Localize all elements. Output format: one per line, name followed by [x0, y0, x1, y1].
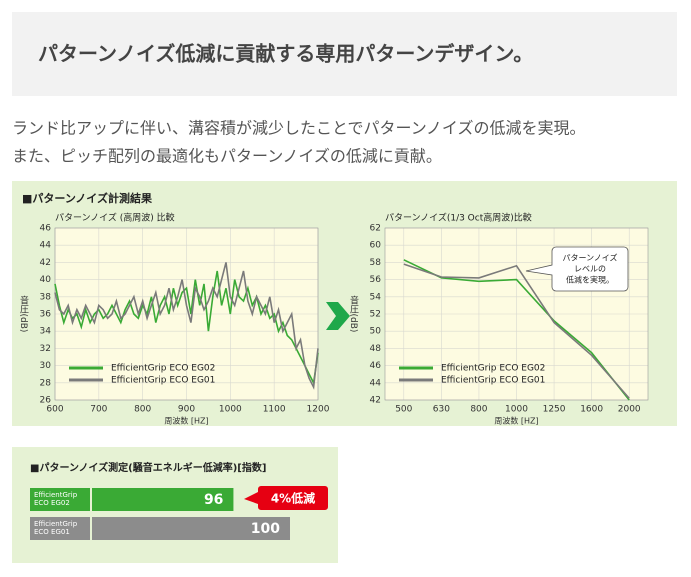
x-tick-label: 1000: [505, 405, 528, 415]
x-axis-label: 周波数 [HZ]: [164, 416, 208, 426]
x-tick-label: 1000: [219, 405, 242, 415]
x-tick-label: 1250: [543, 405, 566, 415]
y-tick-label: 46: [40, 224, 52, 234]
y-tick-label: 48: [370, 344, 382, 354]
y-tick-label: 26: [40, 396, 52, 406]
y-tick-label: 30: [40, 361, 52, 371]
series-line: [54, 262, 319, 390]
legend-label: EfficientGrip ECO EG02: [441, 364, 545, 374]
category-box: [30, 517, 90, 540]
x-tick-label: 800: [134, 405, 151, 415]
bar: [92, 488, 234, 511]
arrow: [326, 302, 350, 330]
y-axis-label: 音圧(dB): [18, 294, 29, 332]
y-tick-label: 58: [370, 258, 382, 268]
x-tick-label: 500: [395, 405, 412, 415]
y-tick-label: 46: [370, 361, 382, 371]
y-tick-label: 28: [40, 378, 52, 388]
x-tick-label: 700: [90, 405, 107, 415]
y-tick-label: 42: [370, 396, 381, 406]
panel-title: ■パターンノイズ計測結果: [22, 191, 152, 205]
y-tick-label: 32: [40, 344, 51, 354]
y-tick-label: 62: [370, 224, 381, 234]
y-tick-label: 44: [40, 241, 52, 251]
y-tick-label: 40: [40, 275, 52, 285]
legend-label: EfficientGrip ECO EG01: [441, 376, 545, 386]
y-tick-label: 54: [370, 292, 382, 302]
body-text: また、ピッチ配列の最適化もパターンノイズの低減に貢献。: [12, 147, 442, 166]
category-label: EfficientGrip ECO EG01: [34, 520, 78, 536]
bar: [92, 517, 290, 540]
plot-border: [384, 227, 649, 401]
legend-label: EfficientGrip ECO EG02: [111, 364, 215, 374]
header-title: パターンノイズ低減に貢献する専用パターンデザイン。: [38, 42, 533, 66]
bar-value: 100: [251, 521, 280, 537]
x-tick-label: 800: [470, 405, 487, 415]
series-line: [403, 259, 630, 401]
plot-border: [54, 227, 319, 401]
bar-value: 96: [204, 492, 223, 508]
y-tick-label: 34: [40, 327, 52, 337]
badge-text: 4%低減: [271, 491, 315, 506]
category-label: EfficientGrip ECO EG02: [34, 491, 78, 507]
category-box: [30, 488, 90, 511]
y-tick-label: 42: [40, 258, 51, 268]
y-tick-label: 56: [370, 275, 382, 285]
x-tick-label: 630: [433, 405, 450, 415]
y-axis-label: 音圧(dB): [348, 294, 359, 332]
callout-text: 低減を実現。: [566, 275, 614, 285]
chart-title: パターンノイズ (高周波) 比較: [55, 212, 175, 224]
x-tick-label: 1100: [263, 405, 286, 415]
x-tick-label: 900: [178, 405, 195, 415]
x-tick-label: 1200: [307, 405, 330, 415]
callout-box: [525, 246, 629, 292]
callout-text: パターンノイズ: [563, 253, 618, 263]
series-line: [54, 270, 319, 386]
header-box: [12, 12, 677, 96]
y-tick-label: 44: [370, 378, 382, 388]
x-axis-label: 周波数 [HZ]: [494, 416, 538, 426]
callout-text: レベルの: [574, 265, 606, 274]
x-tick-label: 2000: [618, 405, 641, 415]
y-tick-label: 60: [370, 241, 382, 251]
body-text: ランド比アップに伴い、溝容積が減少したことでパターンノイズの低減を実現。: [12, 119, 585, 138]
badge: [244, 486, 328, 510]
bar-chart-title: ■パターンノイズ測定(騒音エネルギー低減率)[指数]: [30, 461, 266, 474]
x-tick-label: 1600: [580, 405, 603, 415]
legend-label: EfficientGrip ECO EG01: [111, 376, 215, 386]
series-line: [403, 263, 630, 399]
x-tick-label: 600: [46, 405, 63, 415]
y-tick-label: 36: [40, 310, 52, 320]
y-tick-label: 52: [370, 310, 381, 320]
y-tick-label: 38: [40, 292, 52, 302]
y-tick-label: 50: [370, 327, 382, 337]
chart-title: パターンノイズ(1/3 Oct高周波)比較: [385, 212, 532, 224]
